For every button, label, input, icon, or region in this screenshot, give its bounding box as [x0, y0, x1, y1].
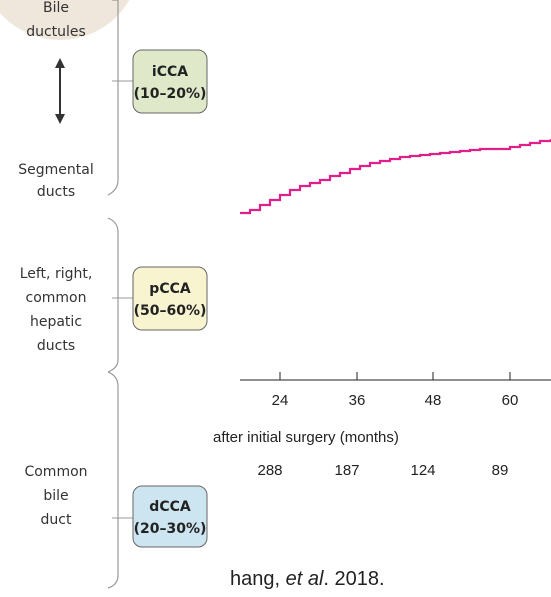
at-risk-number: 89	[492, 462, 509, 479]
caption-part: et al	[286, 568, 324, 590]
segment-label: common	[26, 290, 87, 306]
segment-label: bile	[43, 488, 68, 504]
x-tick-label: 24	[272, 392, 289, 409]
x-axis-label: after initial surgery (months)	[213, 429, 399, 446]
caption-part: hang,	[230, 568, 286, 590]
segment-label: ducts	[37, 184, 75, 200]
segment-label: Common	[24, 464, 87, 480]
x-tick-label: 36	[349, 392, 366, 409]
segment-label: Left, right,	[20, 266, 93, 282]
box-label: iCCA	[152, 64, 188, 80]
background-shape	[0, 0, 130, 40]
at-risk-number: 124	[410, 462, 435, 479]
box	[132, 49, 208, 114]
caption: hang, et al. 2018.	[230, 568, 385, 590]
brace	[107, 371, 119, 589]
x-tick-label: 60	[502, 392, 519, 409]
brace	[107, 217, 119, 373]
brace	[107, 0, 119, 196]
segment-label: Segmental	[18, 162, 93, 178]
caption-part: . 2018.	[323, 568, 384, 590]
box-label: (10–20%)	[134, 86, 207, 102]
segment-label: ductules	[26, 24, 86, 40]
segment-label: duct	[41, 512, 72, 528]
at-risk-number: 288	[257, 462, 282, 479]
box-label: (50–60%)	[134, 303, 207, 319]
segment-label: ducts	[37, 338, 75, 354]
x-tick-label: 48	[425, 392, 442, 409]
box	[132, 266, 208, 331]
at-risk-number: 187	[334, 462, 359, 479]
box-label: pCCA	[149, 281, 191, 297]
box-label: dCCA	[149, 499, 191, 515]
box-label: (20–30%)	[134, 521, 207, 537]
segment-label: hepatic	[30, 314, 82, 330]
survival-curve	[240, 139, 551, 215]
box	[132, 485, 208, 548]
segment-label: Bile	[43, 0, 69, 16]
